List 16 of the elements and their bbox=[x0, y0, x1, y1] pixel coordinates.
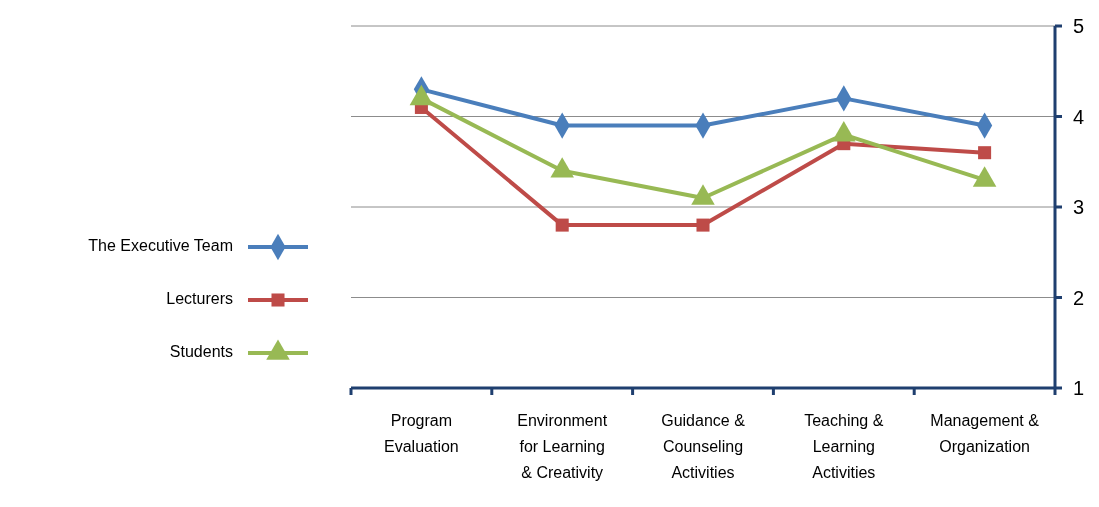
x-tick-label: Environment for Learning & Creativity bbox=[517, 412, 608, 481]
point bbox=[696, 218, 710, 232]
legend-label: Students bbox=[169, 343, 233, 360]
point bbox=[555, 218, 569, 232]
y-tick-label: 3 bbox=[1073, 196, 1085, 218]
x-tick-label: Program Evaluation bbox=[384, 412, 459, 455]
y-tick-label: 5 bbox=[1073, 15, 1085, 37]
y-tick-label: 1 bbox=[1073, 377, 1085, 399]
x-tick-label: Management & Organization bbox=[930, 412, 1040, 455]
point bbox=[978, 146, 992, 160]
legend-label: The Executive Team bbox=[88, 237, 233, 254]
y-tick-label: 2 bbox=[1073, 286, 1085, 309]
y-tick-label: 4 bbox=[1073, 105, 1085, 128]
x-tick-label: Teaching & Learning Activities bbox=[804, 412, 884, 481]
x-tick-label: Guidance & Counseling Activities bbox=[661, 412, 746, 481]
legend-label: Lecturers bbox=[166, 290, 233, 307]
